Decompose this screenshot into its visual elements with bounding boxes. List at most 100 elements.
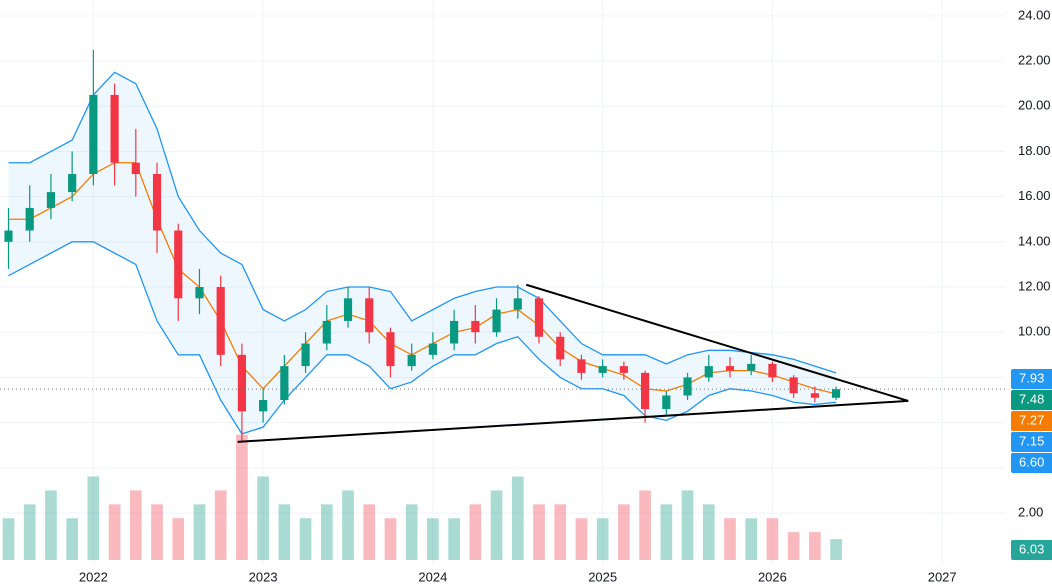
y-tick-label: 16.00 — [1018, 188, 1051, 203]
candle-body — [492, 309, 501, 333]
price-badge — [1011, 390, 1052, 411]
candle-body — [25, 207, 34, 231]
volume-bar — [596, 518, 609, 560]
candle-body — [237, 354, 246, 412]
volume-bar — [172, 518, 185, 560]
volume-bar — [575, 518, 588, 560]
moving-average — [8, 162, 837, 395]
volume-bar — [66, 518, 78, 560]
volume-badge-label: 6.03 — [1019, 541, 1044, 556]
candle-body — [556, 336, 565, 360]
volume-bar — [320, 504, 333, 560]
candle-body — [725, 366, 735, 371]
candle-body — [301, 343, 310, 367]
candle-body — [832, 389, 841, 398]
volume-bar — [448, 518, 460, 560]
volume-bar — [681, 490, 694, 560]
volume-badge — [1011, 540, 1052, 560]
volume-bar — [236, 434, 248, 560]
candle-body — [789, 377, 798, 394]
lower-band — [8, 241, 837, 435]
volume-bar — [257, 476, 269, 560]
volume-bar — [809, 532, 821, 560]
volume-bar — [745, 518, 758, 560]
candle-body — [68, 174, 77, 193]
y-tick-label: 10.00 — [1018, 324, 1051, 339]
volume-bar — [278, 504, 291, 560]
candle-body — [768, 363, 777, 378]
candle-body — [513, 298, 522, 310]
candle-body — [131, 162, 140, 175]
candle-body — [471, 320, 480, 333]
price-badge-label: 7.15 — [1019, 433, 1044, 448]
x-tick-label: 2022 — [79, 569, 108, 584]
volume-bar — [766, 518, 779, 560]
candle-body — [810, 393, 819, 398]
volume-bar — [639, 490, 651, 560]
upper-band — [8, 71, 837, 374]
candle-body — [259, 400, 268, 412]
candle-body — [450, 320, 459, 344]
volume-bar — [787, 532, 800, 560]
volume-bar — [702, 504, 715, 560]
candle-body — [152, 174, 162, 231]
volume-bar — [342, 490, 354, 560]
volume-bar — [384, 518, 397, 560]
y-tick-label: 12.00 — [1018, 278, 1051, 293]
candle-body — [195, 287, 204, 299]
candle-body — [386, 332, 395, 367]
y-tick-label: 14.00 — [1018, 233, 1051, 248]
volume-bar — [427, 518, 439, 560]
volume-bar — [533, 504, 545, 560]
volume-bar — [660, 504, 673, 560]
price-badge — [1011, 453, 1052, 474]
band-fill — [8, 72, 837, 434]
volume-bar — [129, 490, 142, 560]
candle-body — [365, 298, 374, 333]
candle-body — [683, 377, 692, 396]
y-tick-label: 22.00 — [1018, 52, 1051, 67]
price-badge — [1011, 369, 1052, 390]
candle-body — [46, 192, 56, 208]
volume-bar — [23, 504, 36, 560]
y-tick-label: 18.00 — [1018, 143, 1051, 158]
candle-body — [174, 230, 183, 299]
volume-bar — [405, 504, 418, 560]
candle-body — [280, 366, 289, 401]
volume-bar — [490, 490, 503, 560]
x-tick-label: 2027 — [928, 569, 957, 584]
price-badge — [1011, 432, 1052, 453]
volume-bar — [299, 518, 312, 560]
candle-body — [577, 359, 586, 373]
candle-body — [534, 298, 544, 337]
volume-bar — [193, 504, 206, 560]
price-badge-label: 7.93 — [1019, 370, 1044, 385]
volume-bar — [87, 476, 100, 560]
candle-body — [343, 298, 353, 321]
candle-body — [428, 343, 437, 355]
volume-bar — [554, 504, 567, 560]
volume-bar — [511, 476, 524, 560]
candle-body — [110, 94, 119, 163]
price-badge-label: 7.48 — [1019, 391, 1044, 406]
trendline — [237, 399, 909, 443]
candle-body — [89, 94, 98, 175]
volume-bar — [108, 504, 121, 560]
volume-bar — [363, 504, 376, 560]
trendline — [525, 283, 909, 402]
candle-body — [641, 372, 650, 410]
volume-bar — [724, 518, 736, 560]
candle-body — [619, 366, 628, 373]
y-tick-label: 2.00 — [1018, 504, 1043, 519]
volume-bar — [618, 504, 630, 560]
candle-body — [598, 366, 607, 373]
volume-bar — [214, 490, 227, 560]
candle-body — [407, 354, 416, 367]
candle-body — [322, 320, 331, 344]
x-tick-label: 2026 — [758, 569, 787, 584]
x-tick-label: 2025 — [588, 569, 617, 584]
volume-bar — [2, 518, 15, 560]
x-tick-label: 2023 — [249, 569, 278, 584]
